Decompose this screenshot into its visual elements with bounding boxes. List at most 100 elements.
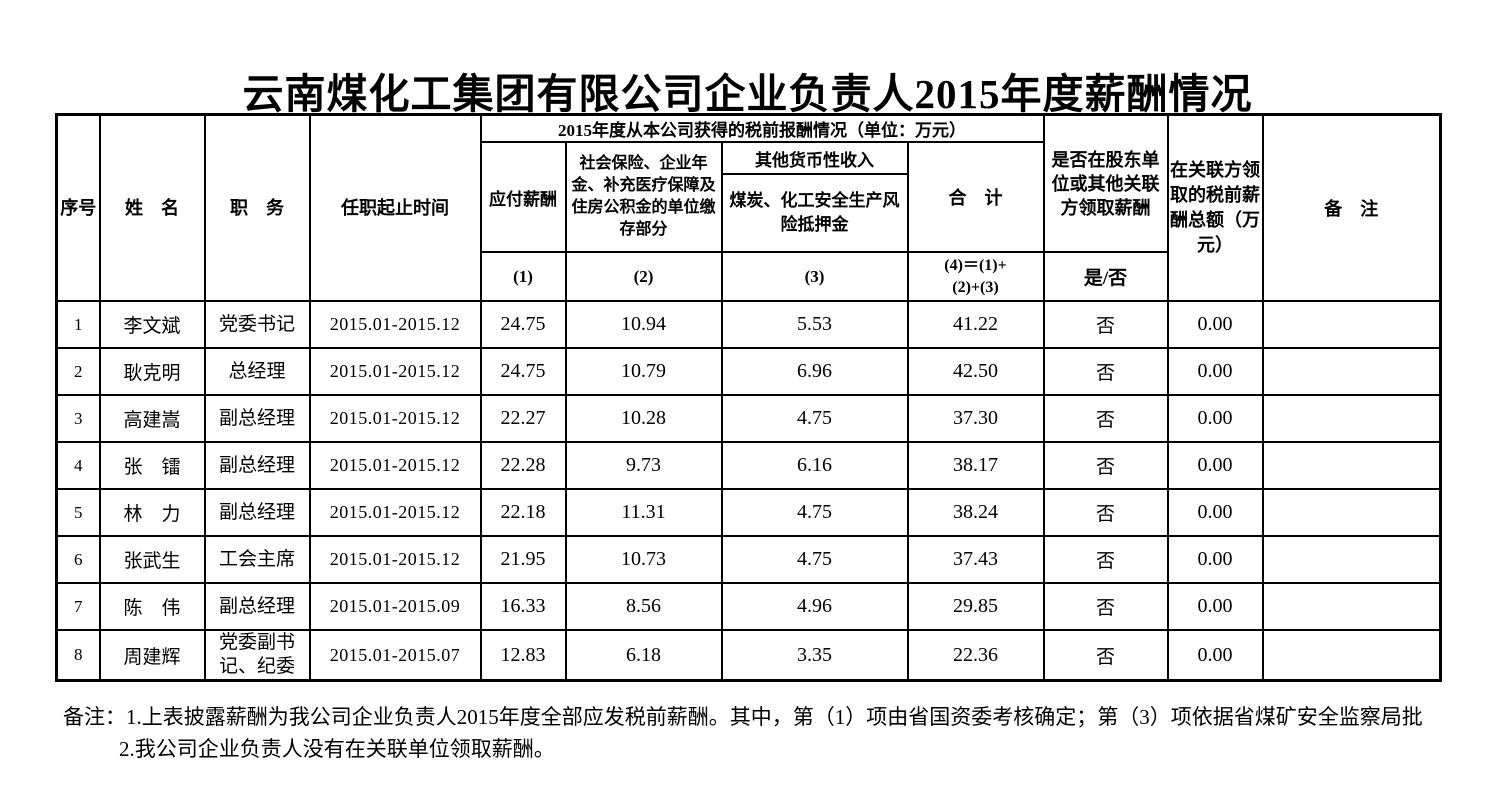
cell-related-amount: 0.00 [1166, 629, 1264, 682]
cell-deposit: 4.75 [720, 488, 909, 537]
cell-social: 10.73 [564, 535, 723, 584]
cell-related: 否 [1042, 488, 1169, 537]
cell-seq: 2 [55, 347, 101, 396]
cell-total: 29.85 [906, 582, 1045, 631]
header-row-2: 应付薪酬 社会保险、企业年金、补充医疗保障及住房公积金的单位缴存部分 其他货币性… [57, 141, 1441, 253]
cell-seq: 1 [55, 300, 101, 349]
cell-remark [1261, 300, 1442, 349]
cell-position: 副总经理 [203, 488, 311, 537]
cell-position: 工会主席 [203, 535, 311, 584]
cell-remark [1261, 488, 1442, 537]
cell-remark [1261, 629, 1442, 682]
cell-payable: 22.27 [479, 394, 567, 443]
cell-position: 副总经理 [203, 441, 311, 490]
cell-term: 2015.01-2015.12 [308, 300, 482, 349]
page-title: 云南煤化工集团有限公司企业负责人2015年度薪酬情况 [242, 71, 1253, 117]
table-row: 7 陈 伟 副总经理 2015.01-2015.09 16.33 8.56 4.… [55, 582, 1442, 631]
cell-related: 否 [1042, 300, 1169, 349]
cell-name: 周建辉 [98, 629, 206, 682]
table-row: 6 张武生 工会主席 2015.01-2015.12 21.95 10.73 4… [55, 535, 1442, 584]
cell-related: 否 [1042, 582, 1169, 631]
cell-term: 2015.01-2015.12 [308, 441, 482, 490]
cell-term: 2015.01-2015.12 [308, 394, 482, 443]
header-seq: 序号 [55, 113, 101, 302]
cell-term: 2015.01-2015.09 [308, 582, 482, 631]
cell-total: 38.24 [906, 488, 1045, 537]
cell-name: 耿克明 [98, 347, 206, 396]
cell-term: 2015.01-2015.12 [308, 347, 482, 396]
cell-related: 否 [1042, 629, 1169, 682]
header-position: 职 务 [203, 113, 311, 302]
cell-total: 41.22 [906, 300, 1045, 349]
header-payable: 应付薪酬 [479, 141, 567, 253]
table-row: 5 林 力 副总经理 2015.01-2015.12 22.18 11.31 4… [55, 488, 1442, 537]
cell-name: 李文斌 [98, 300, 206, 349]
header-risk-deposit: 煤炭、化工安全生产风险抵押金 [720, 173, 909, 253]
cell-social: 8.56 [564, 582, 723, 631]
cell-name: 张武生 [98, 535, 206, 584]
cell-social: 11.31 [564, 488, 723, 537]
cell-seq: 8 [55, 629, 101, 682]
cell-social: 10.28 [564, 394, 723, 443]
table-row: 8 周建辉 党委副书记、纪委 2015.01-2015.07 12.83 6.1… [55, 629, 1442, 682]
cell-related: 否 [1042, 394, 1169, 443]
salary-table: 序号 姓 名 职 务 任职起止时间 2015年度从本公司获得的税前报酬情况（单位… [55, 113, 1442, 682]
cell-term: 2015.01-2015.07 [308, 629, 482, 682]
cell-position: 总经理 [203, 347, 311, 396]
header-name: 姓 名 [98, 113, 206, 302]
header-sub-2: (2) [564, 251, 723, 302]
cell-remark [1261, 582, 1442, 631]
cell-social: 9.73 [564, 441, 723, 490]
header-total: 合 计 [906, 141, 1045, 253]
cell-name: 陈 伟 [98, 582, 206, 631]
header-row-1: 序号 姓 名 职 务 任职起止时间 2015年度从本公司获得的税前报酬情况（单位… [55, 113, 1442, 302]
cell-related-amount: 0.00 [1166, 394, 1264, 443]
header-related-question: 是否在股东单位或其他关联方领取薪酬 [1042, 113, 1169, 253]
cell-remark [1261, 535, 1442, 584]
cell-related: 否 [1042, 441, 1169, 490]
footnote-line-1: 备注：1.上表披露薪酬为我公司企业负责人2015年度全部应发税前薪酬。其中，第（… [63, 705, 1423, 729]
cell-remark [1261, 441, 1442, 490]
cell-related-amount: 0.00 [1166, 347, 1264, 396]
cell-name: 高建嵩 [98, 394, 206, 443]
cell-payable: 22.28 [479, 441, 567, 490]
cell-deposit: 6.16 [720, 441, 909, 490]
cell-payable: 21.95 [479, 535, 567, 584]
cell-deposit: 4.75 [720, 394, 909, 443]
header-social-insurance: 社会保险、企业年金、补充医疗保障及住房公积金的单位缴存部分 [564, 141, 723, 253]
cell-total: 37.30 [906, 394, 1045, 443]
cell-seq: 4 [55, 441, 101, 490]
header-term: 任职起止时间 [308, 113, 482, 302]
cell-deposit: 4.75 [720, 535, 909, 584]
cell-total: 38.17 [906, 441, 1045, 490]
table-row: 1 李文斌 党委书记 2015.01-2015.12 24.75 10.94 5… [55, 300, 1442, 349]
cell-social: 6.18 [564, 629, 723, 682]
table-row: 4 张 镭 副总经理 2015.01-2015.12 22.28 9.73 6.… [55, 441, 1442, 490]
cell-position: 党委书记 [203, 300, 311, 349]
header-related-amount: 在关联方领取的税前薪酬总额（万元） [1166, 113, 1264, 302]
cell-payable: 16.33 [479, 582, 567, 631]
cell-deposit: 4.96 [720, 582, 909, 631]
cell-related-amount: 0.00 [1166, 535, 1264, 584]
cell-remark [1261, 347, 1442, 396]
cell-term: 2015.01-2015.12 [308, 488, 482, 537]
cell-deposit: 6.96 [720, 347, 909, 396]
header-sub-1: (1) [479, 251, 567, 302]
cell-total: 37.43 [906, 535, 1045, 584]
header-row-4: (1) (2) (3) (4)＝(1)+ (2)+(3) 是/否 [57, 251, 1441, 302]
header-yes-no: 是/否 [1042, 251, 1169, 302]
cell-seq: 3 [55, 394, 101, 443]
cell-related-amount: 0.00 [1166, 441, 1264, 490]
cell-related: 否 [1042, 535, 1169, 584]
cell-name: 林 力 [98, 488, 206, 537]
cell-seq: 6 [55, 535, 101, 584]
cell-related-amount: 0.00 [1166, 300, 1264, 349]
footnote-line-2: 2.我公司企业负责人没有在关联单位领取薪酬。 [119, 737, 555, 761]
header-span-pretax: 2015年度从本公司获得的税前报酬情况（单位：万元） [479, 113, 1045, 143]
cell-related: 否 [1042, 347, 1169, 396]
cell-total: 22.36 [906, 629, 1045, 682]
cell-social: 10.79 [564, 347, 723, 396]
table-row: 3 高建嵩 副总经理 2015.01-2015.12 22.27 10.28 4… [55, 394, 1442, 443]
footnotes: 备注：1.上表披露薪酬为我公司企业负责人2015年度全部应发税前薪酬。其中，第（… [63, 701, 1423, 765]
cell-term: 2015.01-2015.12 [308, 535, 482, 584]
